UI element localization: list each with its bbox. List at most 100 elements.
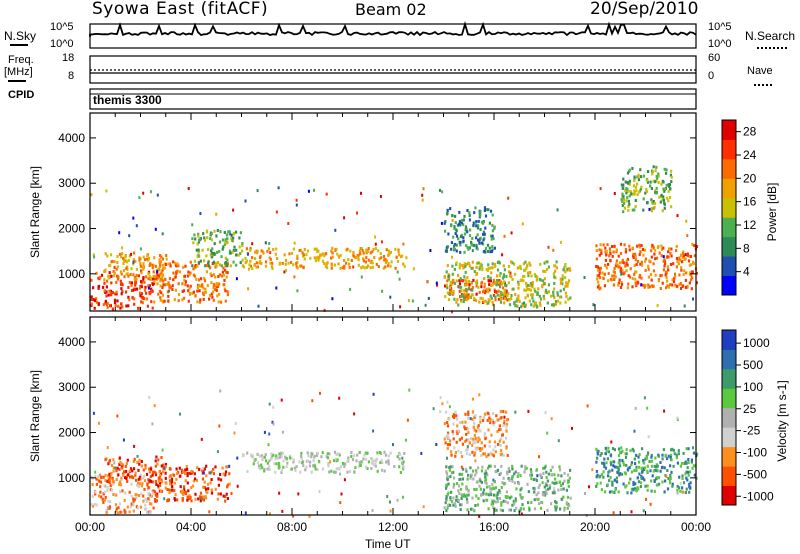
- velocity-cell: [498, 489, 501, 492]
- velocity-cell: [116, 511, 119, 515]
- velocity-cell: [180, 468, 183, 472]
- power-cell: [533, 273, 536, 276]
- velocity-cell: [91, 483, 94, 486]
- velocity-cell: [493, 480, 496, 484]
- power-cell: [543, 297, 546, 301]
- power-cell: [398, 253, 401, 257]
- velocity-cell: [685, 476, 688, 480]
- power-cell: [349, 249, 352, 253]
- velocity-cell: [281, 509, 284, 513]
- velocity-cell: [172, 473, 176, 477]
- velocity-cell: [139, 477, 142, 481]
- velocity-cell: [153, 498, 157, 501]
- power-cell: [519, 279, 522, 283]
- velocity-cell: [467, 489, 470, 493]
- power-cell: [484, 291, 487, 295]
- power-cell: [443, 221, 446, 225]
- velocity-cell: [461, 477, 464, 481]
- velocity-cell: [488, 464, 491, 468]
- power-cell: [455, 229, 458, 233]
- power-cell: [226, 271, 229, 275]
- velocity-cell: [168, 467, 171, 471]
- velocity-cell: [343, 464, 346, 468]
- velocity-cell: [137, 494, 141, 497]
- velocity-cell: [681, 474, 684, 478]
- velocity-cell: [666, 487, 670, 491]
- power-cell: [140, 285, 143, 289]
- power-cell: [598, 271, 601, 275]
- power-cell: [361, 249, 364, 253]
- power-cell: [492, 278, 496, 282]
- power-cell: [561, 277, 564, 281]
- power-cell: [103, 278, 106, 282]
- velocity-cell: [641, 447, 644, 451]
- power-cell: [133, 302, 136, 306]
- power-cell: [203, 236, 206, 240]
- nsearch-tick-high: 10^5: [708, 21, 732, 33]
- power-cell: [130, 281, 133, 285]
- velocity-cell: [627, 467, 630, 471]
- power-cell: [446, 291, 449, 295]
- power-cell: [199, 212, 202, 215]
- power-cell: [360, 247, 363, 250]
- velocity-cell: [542, 491, 545, 495]
- power-cell: [629, 190, 633, 194]
- velocity-cell: [450, 450, 453, 454]
- velocity-cell: [389, 500, 391, 504]
- power-cell: [321, 259, 324, 263]
- nsky-tick-high: 10^5: [50, 21, 74, 33]
- power-cell: [208, 297, 211, 301]
- velocity-cell: [646, 471, 649, 474]
- power-cell: [508, 303, 512, 307]
- velocity-cell: [147, 486, 150, 490]
- power-cell: [539, 303, 542, 307]
- velocity-cell: [499, 428, 502, 432]
- velocity-cell: [125, 462, 128, 465]
- power-cell: [104, 269, 107, 273]
- power-cell: [487, 279, 490, 283]
- velocity-cell: [611, 480, 614, 484]
- velocity-cell: [152, 489, 155, 493]
- power-cell: [103, 270, 106, 273]
- power-cell: [487, 263, 490, 267]
- power-cell: [356, 255, 359, 259]
- power-cell: [319, 253, 322, 257]
- power-cell: [113, 271, 116, 275]
- power-cell: [165, 254, 168, 257]
- velocity-cell: [126, 458, 129, 462]
- power-cell: [435, 281, 438, 285]
- velocity-cell: [451, 500, 454, 504]
- velocity-cell: [541, 481, 544, 485]
- power-cell: [449, 282, 453, 286]
- velocity-cell: [325, 455, 328, 459]
- power-cell: [526, 287, 529, 291]
- power-cell: [524, 260, 527, 264]
- power-cell: [441, 190, 444, 194]
- power-cell: [633, 264, 636, 268]
- velocity-cell: [562, 495, 565, 499]
- power-cell: [189, 284, 192, 288]
- velocity-cell: [685, 461, 688, 465]
- power-cell: [661, 281, 664, 285]
- velocity-cell: [138, 475, 142, 479]
- power-cell: [625, 187, 628, 190]
- velocity-cell: [558, 468, 562, 472]
- velocity-cell: [268, 464, 271, 468]
- power-cell: [633, 208, 636, 212]
- power-cell: [244, 256, 247, 260]
- velocity-cell: [401, 456, 404, 460]
- power-cell: [200, 277, 203, 281]
- power-cell: [666, 279, 669, 283]
- power-cell: [651, 170, 655, 174]
- power-cell: [146, 304, 149, 308]
- power-cell: [127, 304, 130, 308]
- velocity-cell: [107, 478, 110, 482]
- power-cell: [515, 299, 518, 303]
- power-cell: [663, 260, 666, 264]
- velocity-cell: [106, 446, 109, 450]
- power-cell: [486, 268, 490, 272]
- velocity-cell: [224, 470, 228, 474]
- power-cell: [118, 252, 122, 256]
- power-cell: [114, 299, 117, 303]
- velocity-cell: [483, 415, 486, 419]
